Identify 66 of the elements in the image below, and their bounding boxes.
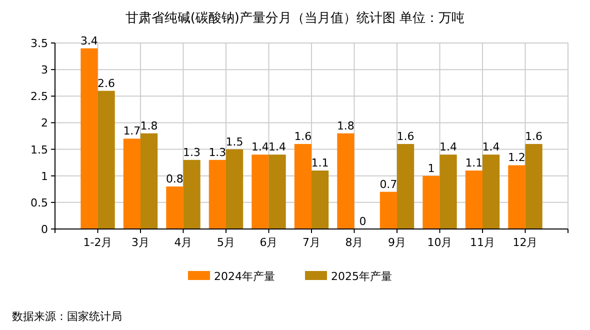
data-label: 1.5 bbox=[226, 135, 244, 148]
bar bbox=[422, 176, 440, 229]
x-tick-label: 1-2月 bbox=[83, 236, 112, 249]
data-label: 1.4 bbox=[482, 140, 500, 154]
chart-title: 甘肃省纯碱(碳酸钠)产量分月（当月值）统计图 单位：万吨 bbox=[125, 11, 465, 26]
bar bbox=[98, 90, 115, 229]
data-label: 0.8 bbox=[166, 172, 184, 186]
legend-label: 2024年产量 bbox=[214, 270, 275, 283]
y-tick-label: 1 bbox=[41, 170, 48, 183]
bar bbox=[183, 160, 200, 229]
y-tick-label: 0 bbox=[41, 223, 48, 236]
data-label: 1.7 bbox=[123, 124, 141, 138]
x-tick-label: 4月 bbox=[174, 236, 192, 249]
bar bbox=[525, 144, 542, 229]
bar bbox=[268, 154, 286, 229]
y-tick-label: 1.5 bbox=[30, 143, 48, 156]
data-label: 1.8 bbox=[336, 119, 354, 132]
x-tick-label: 7月 bbox=[302, 236, 320, 249]
x-tick-label: 11月 bbox=[470, 236, 495, 249]
bar bbox=[465, 170, 482, 229]
y-tick-label: 2 bbox=[41, 116, 48, 130]
bar bbox=[252, 154, 269, 229]
data-label: 1.8 bbox=[140, 119, 158, 132]
data-label: 1.6 bbox=[525, 130, 543, 143]
x-tick-label: 10月 bbox=[427, 236, 452, 249]
x-tick-label: 3月 bbox=[132, 236, 150, 249]
bar bbox=[80, 48, 98, 229]
bar bbox=[397, 144, 414, 229]
source-note: 数据来源：国家统计局 bbox=[12, 310, 122, 323]
data-label: 1.2 bbox=[508, 151, 526, 164]
data-label: 3.4 bbox=[80, 34, 98, 48]
bar bbox=[140, 133, 158, 229]
bar bbox=[380, 192, 397, 229]
bar bbox=[312, 170, 329, 229]
data-label: 1.6 bbox=[396, 130, 414, 143]
data-label: 1.1 bbox=[311, 156, 329, 170]
legend-label: 2025年产量 bbox=[331, 270, 392, 283]
data-label: 2.6 bbox=[98, 76, 116, 90]
bar bbox=[123, 138, 140, 229]
y-tick-label: 2.5 bbox=[30, 90, 48, 104]
data-label: 1.3 bbox=[183, 146, 201, 159]
bar bbox=[337, 133, 354, 229]
x-tick-label: 12月 bbox=[512, 236, 538, 249]
x-tick-label: 8月 bbox=[345, 236, 364, 249]
data-label: 0 bbox=[359, 215, 366, 228]
x-tick-label: 9月 bbox=[388, 236, 406, 249]
bar bbox=[226, 149, 244, 229]
data-label: 1.3 bbox=[208, 146, 226, 159]
data-label: 1.6 bbox=[294, 130, 312, 143]
y-tick-label: 0.5 bbox=[30, 196, 48, 210]
y-tick-label: 3.5 bbox=[30, 37, 48, 50]
x-tick-label: 6月 bbox=[260, 236, 278, 249]
data-label: 0.7 bbox=[380, 178, 398, 191]
data-label: 1.4 bbox=[440, 140, 458, 154]
bar bbox=[482, 154, 500, 229]
y-tick-label: 3 bbox=[41, 64, 48, 77]
bar bbox=[440, 154, 457, 229]
x-tick-label: 5月 bbox=[217, 236, 235, 249]
data-label: 1.1 bbox=[465, 156, 483, 170]
bar bbox=[208, 160, 226, 229]
data-label: 1.4 bbox=[251, 140, 269, 154]
data-label: 1 bbox=[428, 162, 435, 175]
bar bbox=[294, 144, 312, 229]
bar bbox=[166, 186, 184, 229]
bar bbox=[508, 165, 526, 229]
data-label: 1.4 bbox=[268, 140, 286, 154]
